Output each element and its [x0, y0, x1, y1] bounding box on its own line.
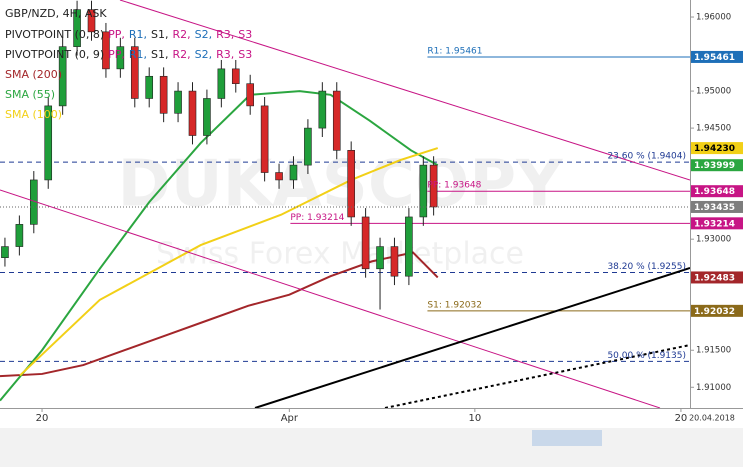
chart-title: GBP/NZD, 4H, ASK: [5, 7, 107, 20]
level-label: 23.60 % (1.9404): [607, 152, 686, 162]
legend-label: PIVOTPOINT (0, 8): [5, 28, 104, 41]
candle-body: [332, 90, 341, 151]
legend-item: R1,: [129, 48, 147, 61]
candle-body: [361, 216, 370, 270]
candle-body: [116, 46, 125, 70]
level-label: PP: 1.93648: [427, 181, 481, 191]
price-tag: [691, 50, 743, 63]
legend-entry: SMA (100): [5, 108, 62, 121]
candle-body: [318, 90, 327, 129]
candle-body: [15, 224, 24, 247]
candle-body: [174, 90, 182, 114]
legend-row: PIVOTPOINT (0, 8) PP, R1, S1, R2, S2, R3, S3: [5, 28, 252, 41]
legend-entry: SMA (55): [5, 88, 55, 101]
candle-body: [217, 68, 226, 99]
legend-item: S2,: [195, 48, 212, 61]
level-label: PP: 1.93214: [290, 213, 344, 223]
legend-item: PP,: [108, 48, 125, 61]
candle-body: [145, 75, 154, 99]
candle-body: [405, 216, 413, 277]
candle-body: [419, 164, 428, 218]
trend-lines: [0, 0, 690, 408]
price-tag: [691, 142, 743, 155]
legend-item: R2,: [173, 28, 191, 41]
candle-body: [87, 9, 96, 33]
price-tag-label: 1.93214: [694, 219, 735, 229]
candle-body: [390, 246, 399, 277]
price-tag-label: 1.93435: [694, 203, 735, 213]
level-label: S1: 1.92032: [427, 300, 482, 310]
candle-body: [203, 98, 211, 136]
date-label: 20.04.2018: [689, 414, 735, 423]
y-tick-label: 1.95000: [696, 87, 731, 97]
legend-item: R3,: [216, 48, 234, 61]
price-tag: [691, 200, 743, 213]
navigator-window[interactable]: [532, 430, 602, 446]
legend-row: PIVOTPOINT (0, 9) PP, R1, S1, R2, S2, R3, S3: [5, 48, 252, 61]
price-tag-label: 1.93999: [694, 161, 735, 171]
candle-body: [102, 31, 110, 70]
legend-label: PIVOTPOINT (0, 9): [5, 48, 104, 61]
channel-line: [0, 189, 661, 408]
x-tick-label: 10: [468, 413, 481, 424]
candle-body: [130, 46, 139, 99]
candle-body: [246, 83, 254, 107]
price-tag: [691, 185, 743, 198]
candle-body: [231, 68, 240, 84]
trend-line: [384, 344, 690, 408]
x-tick-label: 20: [675, 413, 688, 424]
legend-item: R1,: [129, 28, 147, 41]
x-tick-label: 20: [36, 413, 49, 424]
candle-body: [44, 105, 53, 181]
channel-line: [119, 0, 690, 181]
price-tag-label: 1.92483: [694, 273, 735, 283]
y-tick-label: 1.91500: [696, 346, 731, 356]
candle-body: [159, 75, 168, 114]
legend-item: S3: [238, 28, 252, 41]
candle-body: [188, 90, 197, 136]
candle-body: [289, 164, 298, 181]
price-tag-label: 1.93648: [694, 187, 735, 197]
candle-body: [260, 105, 269, 173]
legend-item: R3,: [216, 28, 234, 41]
legend-item: S2,: [195, 28, 212, 41]
candle-body: [376, 246, 384, 270]
legend-item: R2,: [173, 48, 191, 61]
price-tag-label: 1.95461: [694, 53, 735, 63]
y-tick-label: 1.93000: [696, 235, 731, 245]
legend-item: S1,: [151, 28, 168, 41]
candle-body: [429, 164, 438, 208]
plot-area: [0, 0, 690, 402]
candle-body: [58, 46, 67, 107]
legend-item: S3: [238, 48, 252, 61]
candle-body: [347, 150, 355, 218]
candle-body: [275, 172, 283, 181]
legend-item: PP,: [108, 28, 125, 41]
y-tick-label: 1.96000: [696, 13, 731, 23]
trend-line: [254, 267, 690, 408]
price-tag: [691, 271, 743, 284]
level-label: R1: 1.95461: [427, 46, 482, 56]
price-tag: [691, 159, 743, 172]
candle-body: [1, 246, 9, 258]
level-label: 38.20 % (1.9255): [607, 262, 686, 272]
navigator[interactable]: [0, 428, 743, 467]
legend-item: S1,: [151, 48, 168, 61]
price-tag: [691, 304, 743, 317]
level-label: 50.00 % (1.9135): [607, 351, 686, 361]
sma-line: [19, 147, 439, 377]
legend: GBP/NZD, 4H, ASK PIVOTPOINT (0, 8) PP, R1, S…: [5, 7, 252, 121]
legend-entry: SMA (200): [5, 68, 62, 81]
price-tag-label: 1.92032: [694, 307, 735, 317]
price-tag: [691, 217, 743, 230]
price-tag-label: 1.94230: [694, 144, 735, 154]
candle-body: [73, 9, 81, 47]
candle-body: [304, 127, 312, 166]
x-tick-label: Apr: [281, 413, 299, 424]
watermark: Swiss Forex Marketplace: [156, 237, 524, 272]
y-tick-label: 1.91000: [696, 383, 731, 393]
y-tick-label: 1.94500: [696, 124, 731, 134]
